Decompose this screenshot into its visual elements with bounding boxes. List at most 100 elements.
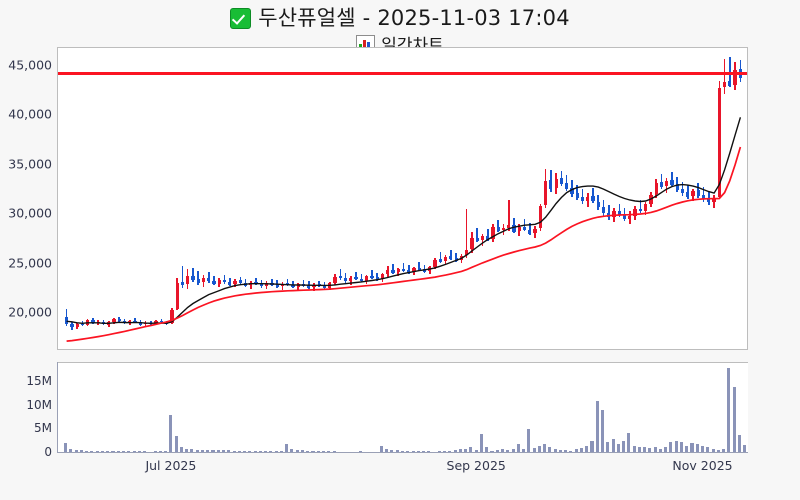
candle-body	[175, 282, 179, 310]
volume-bar	[700, 446, 705, 453]
candle-wick	[213, 275, 215, 286]
candle-body	[291, 284, 295, 288]
volume-bar	[285, 444, 289, 453]
volume-bar	[295, 449, 299, 453]
volume-bar	[606, 441, 610, 453]
candle-wick	[423, 264, 426, 273]
volume-bar	[543, 443, 547, 453]
volume-chart-panel[interactable]	[57, 362, 748, 453]
candle-body	[259, 283, 263, 287]
candle-body	[701, 195, 706, 200]
ma-line	[66, 146, 742, 342]
volume-bar	[500, 448, 505, 453]
volume-bar	[653, 446, 657, 453]
candle-body	[538, 206, 542, 229]
candle-body	[407, 270, 411, 273]
volume-bar	[464, 449, 468, 453]
volume-bar	[627, 432, 631, 453]
candle-body	[133, 320, 137, 323]
candle-body	[196, 278, 200, 283]
volume-bar	[695, 444, 699, 453]
candle-body	[601, 206, 606, 214]
volume-bar	[85, 450, 89, 453]
candle-wick	[318, 280, 321, 288]
volume-baseline	[57, 452, 748, 453]
candle-body	[80, 323, 85, 326]
volume-bar	[637, 446, 641, 453]
candle-wick	[671, 171, 673, 186]
candle-body	[675, 184, 679, 190]
volume-bar	[495, 450, 499, 453]
candle-body	[586, 196, 590, 201]
volume-bar	[516, 444, 520, 453]
candle-wick	[360, 273, 363, 283]
candle-body	[417, 267, 421, 270]
candle-wick	[729, 56, 731, 87]
candle-body	[733, 69, 737, 85]
candle-body	[159, 320, 163, 323]
candle-body	[333, 276, 337, 283]
volume-bar	[743, 444, 747, 453]
candle-wick	[371, 269, 373, 279]
candle-body	[433, 259, 437, 267]
candle-body	[501, 228, 506, 231]
candle-wick	[450, 250, 452, 260]
candle-body	[238, 280, 242, 284]
candle-body	[233, 280, 237, 285]
x-axis-tick: Jul 2025	[145, 458, 197, 473]
volume-bar	[558, 449, 562, 453]
candle-body	[654, 182, 658, 194]
volume-bar	[243, 450, 247, 453]
candle-body	[622, 214, 627, 220]
candle-wick	[407, 264, 410, 274]
candle-body	[207, 277, 211, 282]
candle-wick	[681, 181, 684, 196]
volume-bar	[122, 450, 126, 453]
candle-body	[401, 268, 406, 271]
candle-wick	[476, 228, 478, 243]
volume-bar	[200, 449, 204, 453]
candle-wick	[497, 220, 500, 233]
volume-bar	[385, 448, 389, 453]
volume-bar	[79, 450, 83, 453]
candle-body	[549, 179, 553, 189]
volume-bar	[595, 400, 599, 453]
candle-body	[570, 188, 574, 194]
candle-body	[375, 277, 379, 280]
candle-body	[480, 236, 485, 241]
volume-bar	[190, 449, 194, 453]
volume-bar	[390, 449, 394, 453]
candle-body	[365, 276, 369, 281]
volume-bar	[611, 438, 615, 453]
volume-bar	[74, 449, 78, 453]
volume-bar	[600, 410, 605, 453]
volume-bar	[69, 448, 73, 453]
volume-bar	[532, 448, 536, 453]
candle-body	[422, 269, 427, 272]
candle-wick	[286, 279, 289, 287]
volume-bar	[248, 450, 252, 453]
candle-body	[170, 309, 174, 324]
candle-wick	[376, 272, 378, 281]
volume-bar	[622, 440, 626, 453]
volume-bar	[732, 386, 736, 453]
candle-body	[454, 258, 458, 261]
candle-wick	[181, 265, 184, 288]
candle-wick	[207, 271, 210, 283]
candle-wick	[244, 278, 247, 287]
candle-body	[65, 316, 69, 324]
candle-wick	[192, 267, 194, 282]
price-chart-panel[interactable]	[57, 47, 748, 350]
moving-average-overlay	[66, 117, 742, 342]
candle-wick	[255, 277, 257, 286]
volume-bar	[648, 447, 652, 453]
volume-bar	[674, 440, 678, 453]
volume-bar	[574, 449, 578, 453]
candle-wick	[529, 223, 531, 236]
candle-body	[496, 226, 500, 231]
candle-body	[507, 225, 511, 228]
candle-body	[338, 276, 342, 279]
volume-bar	[527, 429, 531, 453]
candle-wick	[723, 58, 726, 94]
candle-wick	[592, 187, 594, 204]
